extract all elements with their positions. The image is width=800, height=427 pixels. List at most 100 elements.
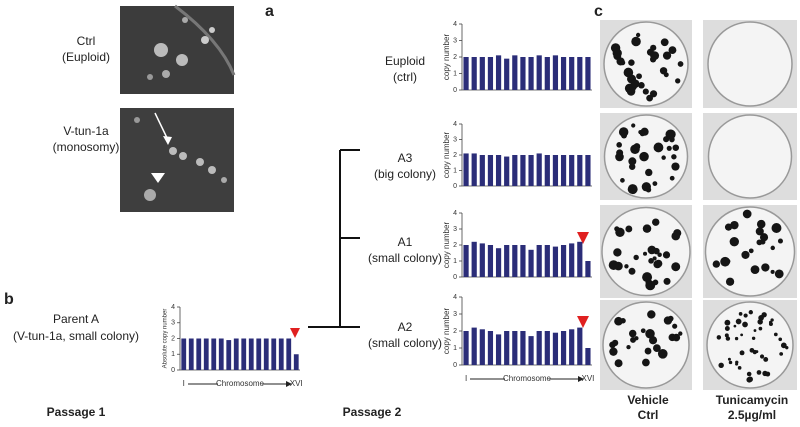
plate <box>601 206 691 297</box>
colony <box>759 354 765 359</box>
colony <box>739 350 745 356</box>
colony <box>626 344 631 350</box>
bar <box>528 155 534 186</box>
y-tick-label: 0 <box>453 87 457 94</box>
colony <box>738 312 743 316</box>
photo <box>120 4 236 94</box>
panel-label: c <box>594 3 603 20</box>
x-tick-label: I <box>183 379 185 388</box>
bar <box>528 336 534 365</box>
colony <box>718 362 724 369</box>
bar <box>181 338 187 370</box>
y-tick-label: 3 <box>453 136 457 143</box>
colony <box>725 277 735 286</box>
colony <box>671 231 681 241</box>
x-tick-label: XVI <box>290 379 303 388</box>
colony <box>633 254 639 261</box>
y-tick-label: 4 <box>453 210 457 217</box>
bar <box>226 340 232 370</box>
colony <box>770 269 775 274</box>
y-tick-label: 1 <box>453 167 457 174</box>
colony <box>740 333 744 337</box>
bar <box>585 348 591 365</box>
bar <box>487 57 494 90</box>
y-tick-label: 3 <box>171 320 175 327</box>
column-label: Ctrl <box>638 408 659 422</box>
colony <box>618 127 629 137</box>
bar <box>271 338 277 370</box>
bar <box>471 327 477 365</box>
colony <box>712 260 721 268</box>
bar <box>544 155 550 186</box>
colony <box>742 321 748 328</box>
colony <box>628 59 635 66</box>
colony <box>652 256 657 261</box>
bar <box>577 57 583 90</box>
colony <box>734 336 739 341</box>
colony <box>778 337 783 342</box>
colony <box>763 357 769 362</box>
colony <box>771 223 782 233</box>
bar <box>577 155 583 186</box>
colony <box>614 316 623 326</box>
colony <box>652 218 660 226</box>
bar <box>463 331 469 365</box>
colony <box>729 236 739 247</box>
x-tick-label: I <box>465 374 467 383</box>
colony <box>779 352 784 356</box>
colony <box>661 155 666 160</box>
colony <box>644 347 652 355</box>
y-tick-label: 3 <box>453 37 457 44</box>
colony <box>652 344 661 353</box>
bar <box>585 261 591 277</box>
colony <box>750 265 760 275</box>
colony <box>650 51 660 61</box>
bar <box>528 249 534 277</box>
y-tick-label: 4 <box>453 21 457 28</box>
bar <box>552 246 559 277</box>
y-tick-label: 4 <box>453 294 457 301</box>
colony <box>780 342 787 349</box>
bar <box>479 329 485 365</box>
colony <box>628 329 637 338</box>
colony <box>728 360 733 365</box>
image-subtitle: (monosomy) <box>53 140 120 154</box>
bar <box>577 241 583 277</box>
x-arrowhead <box>286 381 292 387</box>
colony <box>770 318 774 322</box>
bar <box>560 331 567 365</box>
colony <box>654 259 663 268</box>
y-tick-label: 0 <box>453 274 457 281</box>
colony <box>727 357 731 361</box>
bar <box>495 55 502 90</box>
colony <box>647 310 656 319</box>
bar <box>512 331 518 365</box>
bar <box>544 245 550 277</box>
colony <box>639 131 646 137</box>
bar <box>211 338 217 370</box>
bar <box>188 338 194 370</box>
colony <box>640 328 646 334</box>
column-label: Tunicamycin <box>716 393 788 407</box>
plate <box>707 114 793 199</box>
colony <box>624 264 629 269</box>
colony <box>742 209 752 219</box>
y-tick-label: 1 <box>453 70 457 77</box>
bar <box>218 338 224 370</box>
bar <box>248 338 254 370</box>
y-tick-label: 2 <box>453 328 457 335</box>
colony <box>768 320 773 324</box>
bar <box>569 155 575 186</box>
colony <box>756 219 766 229</box>
bar <box>479 243 485 277</box>
colony <box>614 359 623 368</box>
bar <box>569 57 575 90</box>
bar <box>286 338 292 370</box>
bar <box>487 245 494 277</box>
colony <box>627 184 638 195</box>
colony <box>724 333 729 338</box>
colony <box>657 348 668 359</box>
colony <box>667 315 674 322</box>
colony <box>662 251 671 259</box>
y-tick-label: 1 <box>453 345 457 352</box>
